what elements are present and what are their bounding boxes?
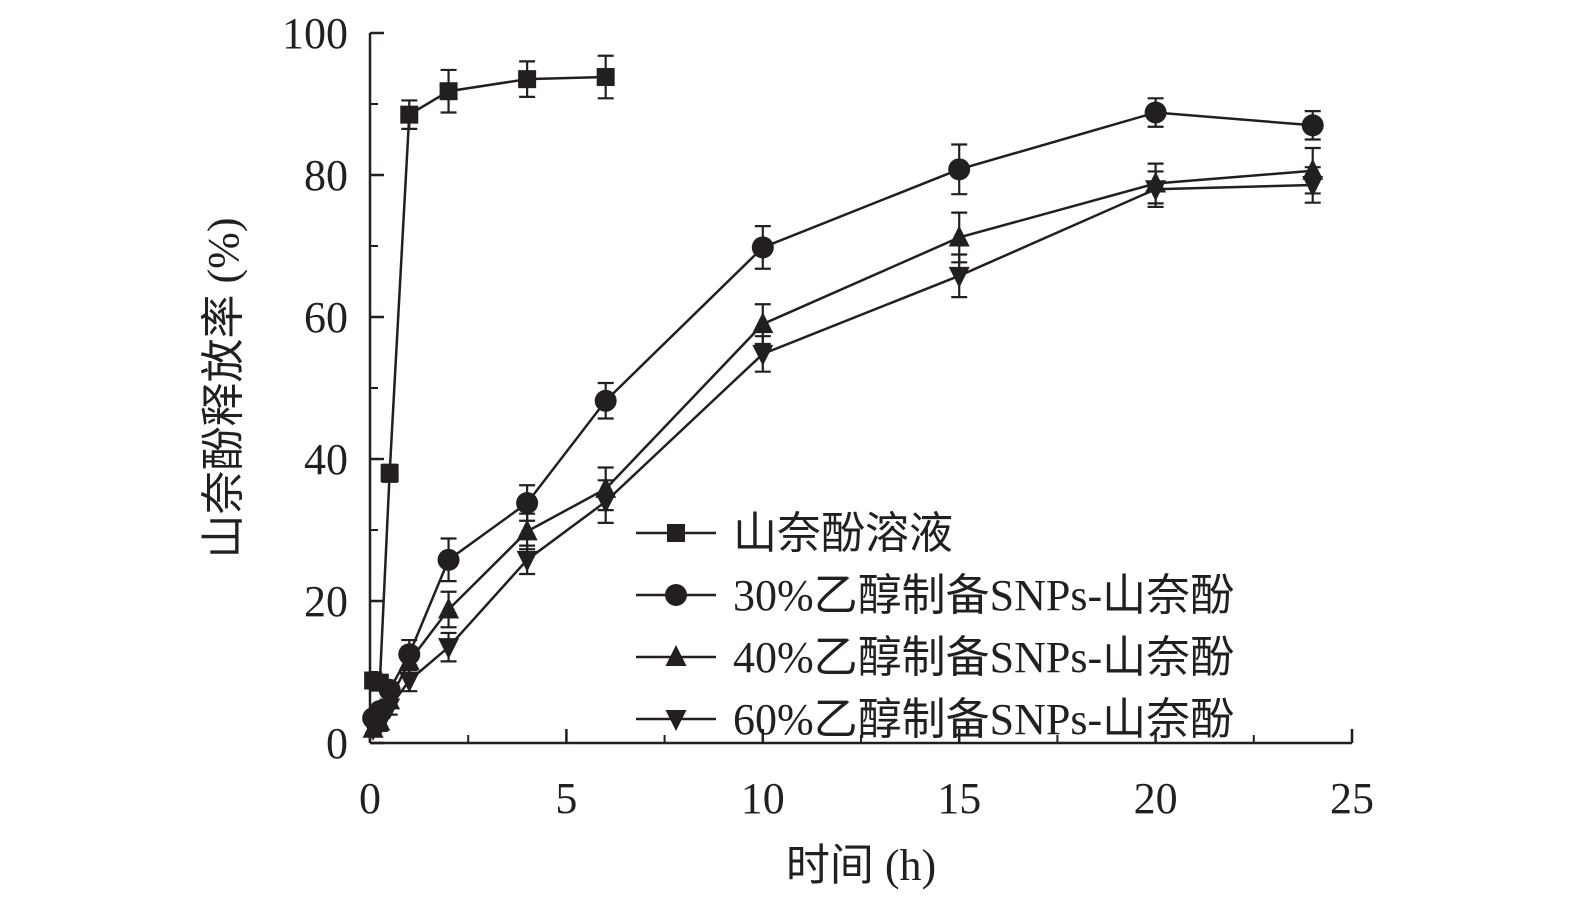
legend-label: 30%乙醇制备SNPs-山奈酚 (733, 571, 1234, 620)
data-point (516, 519, 538, 541)
data-point (1301, 114, 1324, 137)
x-tick-label: 20 (1134, 774, 1178, 823)
data-point (948, 266, 970, 288)
data-point (751, 236, 774, 259)
data-point (379, 698, 401, 720)
data-point (516, 492, 539, 515)
data-point (1145, 180, 1167, 202)
series-1 (364, 54, 615, 692)
y-tick-label: 20 (304, 577, 348, 626)
x-tick-label: 25 (1330, 774, 1374, 823)
data-point (369, 716, 391, 738)
data-point (398, 671, 420, 693)
data-point (380, 464, 399, 483)
data-point (518, 70, 537, 89)
y-tick-label: 100 (282, 9, 348, 58)
legend-marker (665, 584, 687, 606)
y-ticks: 0 20 40 60 80 100 (282, 9, 384, 768)
y-axis-title: 山奈酚释放率 (%) (199, 218, 248, 559)
data-point (516, 550, 538, 572)
data-point (948, 225, 970, 247)
y-tick-label: 80 (304, 151, 348, 200)
data-point (596, 68, 615, 87)
series-layer (362, 54, 1324, 741)
x-axis-title: 时间 (h) (786, 841, 936, 890)
legend-marker (667, 524, 685, 542)
data-point (438, 638, 460, 660)
y-tick-label: 60 (304, 293, 348, 342)
y-tick-label: 40 (304, 435, 348, 484)
data-point (438, 597, 460, 619)
legend-marker (665, 645, 687, 666)
x-ticks: 0 5 10 15 20 25 (359, 729, 1374, 823)
legend-item: 30%乙醇制备SNPs-山奈酚 (636, 571, 1234, 620)
x-tick-label: 10 (741, 774, 785, 823)
legend-item: 40%乙醇制备SNPs-山奈酚 (636, 633, 1234, 682)
x-tick-label: 5 (555, 774, 577, 823)
data-point (439, 82, 458, 101)
legend-label: 60%乙醇制备SNPs-山奈酚 (733, 695, 1234, 744)
x-tick-label: 15 (937, 774, 981, 823)
data-point (752, 312, 774, 334)
legend-item: 60%乙醇制备SNPs-山奈酚 (636, 695, 1234, 744)
data-point (752, 344, 774, 366)
series-4 (362, 166, 1324, 741)
y-tick-label: 0 (326, 719, 348, 768)
legend: 山奈酚溶液 30%乙醇制备SNPs-山奈酚 40%乙醇制备SNPs-山奈酚 60%乙醇… (636, 509, 1234, 744)
legend-item: 山奈酚溶液 (636, 509, 953, 558)
legend-marker (665, 710, 687, 731)
legend-label: 40%乙醇制备SNPs-山奈酚 (733, 633, 1234, 682)
data-point (948, 158, 971, 181)
data-point (398, 649, 420, 671)
data-point (594, 389, 617, 412)
series-line (372, 111, 1313, 720)
data-point (437, 548, 460, 571)
data-point (595, 492, 617, 514)
series-line (372, 75, 606, 685)
x-tick-label: 0 (359, 774, 381, 823)
data-point (400, 105, 419, 124)
data-point (1144, 101, 1167, 124)
legend-label: 山奈酚溶液 (733, 509, 953, 558)
data-point (1302, 175, 1324, 197)
axes-layer: 0 5 10 15 20 25 0 20 40 60 80 100 时间 (h) 山奈酚释放率 (%… (199, 9, 1374, 890)
